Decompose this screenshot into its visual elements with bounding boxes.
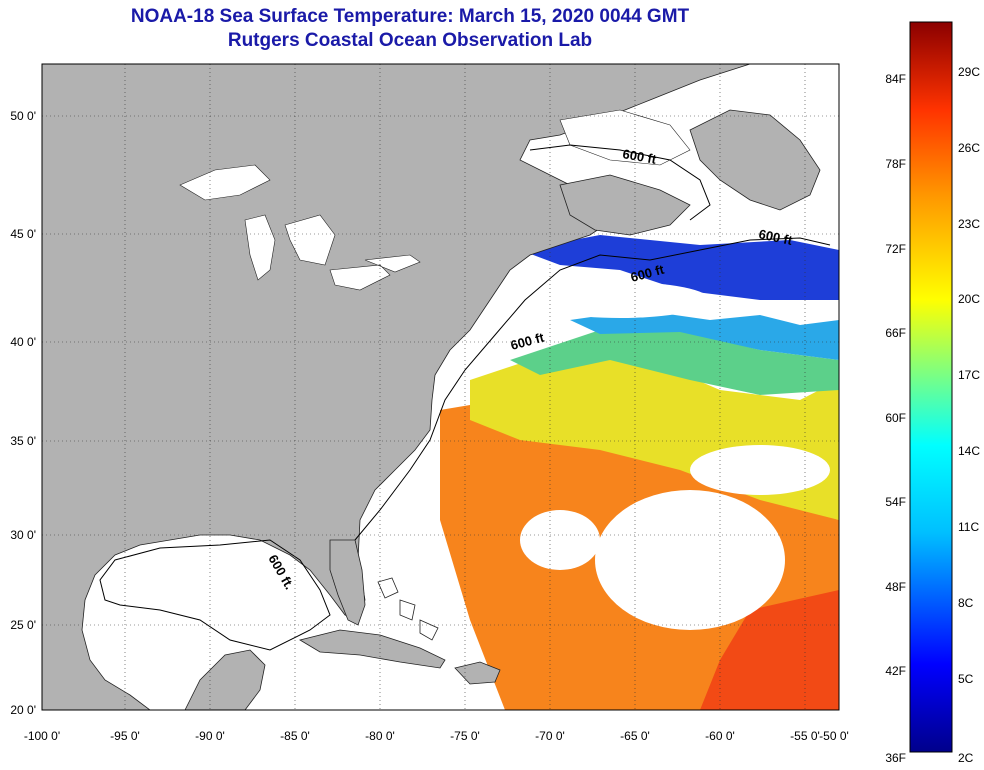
map-title: NOAA-18 Sea Surface Temperature: March 1… (130, 6, 690, 27)
lon-tick-label: -65 0' (620, 729, 650, 743)
600ft-contour (99, 144, 831, 651)
lon-tick-label: -100 0' (24, 729, 60, 743)
colorbar-f-label: 60F (885, 411, 906, 425)
colorbar-c-label: 8C (958, 596, 974, 610)
lat-tick-label: 25 0' (10, 618, 36, 632)
sst-swath-hot (700, 590, 839, 710)
colorbar-c-label: 29C (958, 65, 980, 79)
gulf-st-lawrence (559, 109, 691, 166)
lon-tick-label: -55 0' (790, 729, 820, 743)
cloud-patch (530, 282, 710, 318)
lat-tick-label: 20 0' (10, 703, 36, 717)
cuba-land (298, 629, 446, 669)
colorbar-c-label: 2C (958, 751, 974, 765)
colorbar-c-label: 26C (958, 141, 980, 155)
colorbar-f-label: 54F (885, 495, 906, 509)
colorbar-f-label: 72F (885, 242, 906, 256)
contour-label: 600 ft (621, 146, 658, 167)
cloud-patch (690, 445, 830, 495)
lat-tick-label: 35 0' (10, 434, 36, 448)
maritimes-land (559, 174, 691, 236)
cloud-patch (520, 510, 600, 570)
great-lakes (179, 164, 421, 291)
colorbar-f-label: 42F (885, 664, 906, 678)
sst-swath-green (510, 330, 839, 395)
colorbar-f-label: 36F (885, 751, 906, 765)
lat-tick-label: 45 0' (10, 227, 36, 241)
colorbar-c-label: 14C (958, 444, 980, 458)
lon-tick-label: -80 0' (365, 729, 395, 743)
colorbar (909, 21, 953, 753)
contour-label: 600 ft (757, 226, 794, 248)
colorbar-f-label: 78F (885, 157, 906, 171)
colorbar-c-label: 20C (958, 292, 980, 306)
lon-tick-label: -90 0' (195, 729, 225, 743)
lon-tick-label: -95 0' (110, 729, 140, 743)
cloud-patch (595, 490, 785, 630)
north-america-land (42, 64, 751, 710)
colorbar-f-label: 84F (885, 72, 906, 86)
yucatan-land (184, 649, 266, 710)
lon-tick-label: -50 0' (819, 729, 849, 743)
lon-tick-label: -70 0' (535, 729, 565, 743)
map-gridlines (42, 64, 839, 710)
map-subtitle: Rutgers Coastal Ocean Observation Lab (227, 30, 593, 51)
sst-swath-cyan (570, 310, 839, 360)
map-frame (41, 63, 840, 711)
colorbar-c-label: 23C (958, 217, 980, 231)
colorbar-c-label: 5C (958, 672, 974, 686)
lon-tick-label: -60 0' (705, 729, 735, 743)
newfoundland-land (689, 109, 821, 211)
bahamas-islands (377, 577, 439, 641)
sst-swath-cold (520, 235, 839, 300)
colorbar-c-label: 11C (958, 520, 979, 534)
colorbar-c-label: 17C (958, 368, 980, 382)
lat-tick-label: 50 0' (10, 109, 36, 123)
lon-tick-label: -75 0' (450, 729, 480, 743)
lon-tick-label: -85 0' (280, 729, 310, 743)
lat-tick-label: 30 0' (10, 528, 36, 542)
hispaniola-land (454, 661, 501, 685)
colorbar-f-label: 48F (885, 580, 906, 594)
lat-tick-label: 40 0' (10, 335, 36, 349)
colorbar-f-label: 66F (885, 326, 906, 340)
